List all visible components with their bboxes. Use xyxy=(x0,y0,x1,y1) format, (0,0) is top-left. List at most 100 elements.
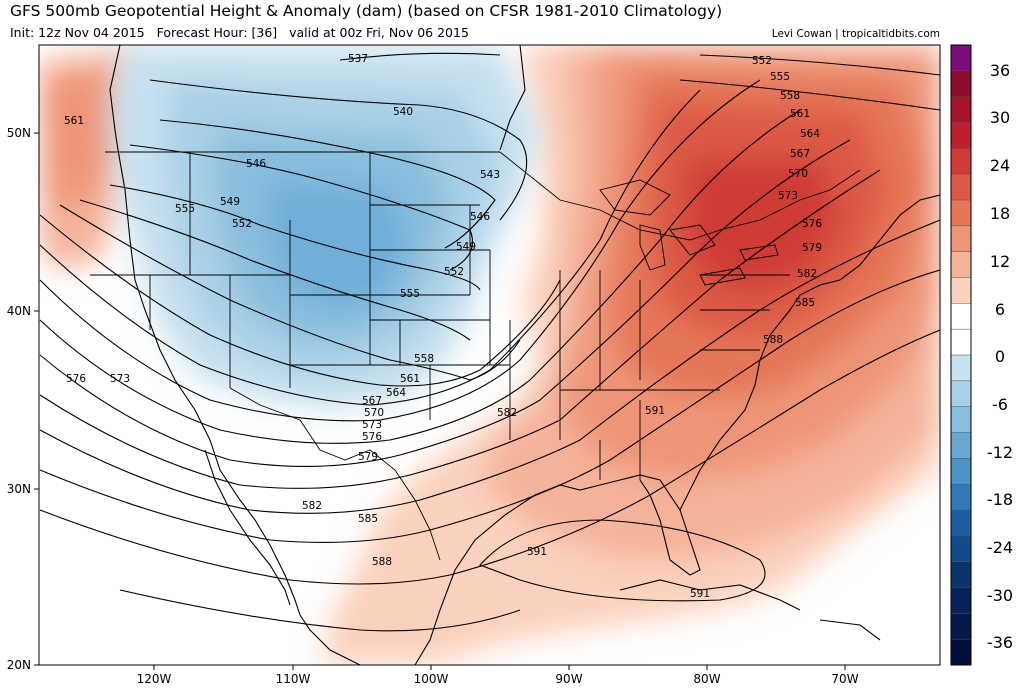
contour-label: 570 xyxy=(364,407,384,419)
colorbar-swatch xyxy=(951,96,971,123)
colorbar-label: 24 xyxy=(990,156,1010,175)
colorbar-swatch xyxy=(951,561,971,588)
lon-label: 120W xyxy=(137,672,172,686)
mexico-pacific-coast xyxy=(299,614,361,665)
colorbar-label: 0 xyxy=(995,347,1005,366)
colorbar-swatch xyxy=(951,148,971,175)
chart-title: GFS 500mb Geopotential Height & Anomaly … xyxy=(10,2,723,20)
lon-label: 100W xyxy=(414,672,449,686)
colorbar-label: -30 xyxy=(987,586,1013,605)
axis-ticks xyxy=(34,132,846,670)
contour-label: 540 xyxy=(393,106,413,118)
colorbar-swatch xyxy=(951,406,971,433)
contour-label: 582 xyxy=(797,268,817,280)
colorbar-swatch xyxy=(951,303,971,330)
contour-label: 552 xyxy=(752,55,772,67)
contour-label: 549 xyxy=(456,241,476,253)
chart-subtitle: Init: 12z Nov 04 2015 Forecast Hour: [36… xyxy=(10,25,469,40)
colorbar-label: 18 xyxy=(990,204,1010,223)
lat-label: 30N xyxy=(7,482,31,496)
anomaly-shading xyxy=(40,45,940,665)
contour-label: 573 xyxy=(362,419,382,431)
contour-label: 549 xyxy=(220,196,240,208)
colorbar-swatch xyxy=(951,70,971,97)
anomaly-shading-negative xyxy=(110,45,540,410)
lon-axis-labels: 120W 110W 100W 90W 80W 70W xyxy=(137,672,859,686)
geography xyxy=(109,45,940,665)
contour-label: 558 xyxy=(780,90,800,102)
contour-label: 567 xyxy=(362,395,382,407)
colorbar-swatch xyxy=(951,639,971,666)
colorbar-frame xyxy=(950,44,972,666)
political-boundaries xyxy=(90,151,861,561)
lon-label: 80W xyxy=(693,672,720,686)
credit-text: Levi Cowan | tropicaltidbits.com xyxy=(771,28,940,40)
colorbar-label: 30 xyxy=(990,108,1010,127)
us-canada-border-east xyxy=(499,151,861,241)
colorbar-swatch xyxy=(951,510,971,537)
colorbar-label: -24 xyxy=(987,538,1013,557)
lat-label: 20N xyxy=(7,658,31,672)
atlantic-coastline xyxy=(679,194,940,511)
contour-label: 585 xyxy=(795,297,815,309)
contour-label: 561 xyxy=(400,373,420,385)
contour-label: 543 xyxy=(480,169,500,181)
hudson-bay-area xyxy=(499,45,526,151)
contour-label: 591 xyxy=(527,546,547,558)
colorbar-label: 6 xyxy=(995,300,1005,319)
lat-label: 50N xyxy=(7,126,31,140)
colorbar-swatch xyxy=(951,432,971,459)
contour-label: 561 xyxy=(790,108,810,120)
contour-label: 555 xyxy=(400,288,420,300)
colorbar-label: -12 xyxy=(987,443,1013,462)
contour-label: 564 xyxy=(386,387,406,399)
contour-label: 570 xyxy=(788,168,808,180)
contour-label: 546 xyxy=(470,211,490,223)
contour-label: 579 xyxy=(358,451,378,463)
contour-label: 591 xyxy=(645,405,665,417)
contour-label: 546 xyxy=(246,158,266,170)
colorbar-swatch xyxy=(951,225,971,252)
contour-label: 567 xyxy=(790,148,810,160)
contour-label: 588 xyxy=(372,556,392,568)
pacific-coastline xyxy=(109,45,301,616)
colorbar xyxy=(950,44,972,666)
colorbar-swatch xyxy=(951,329,971,356)
colorbar-swatch xyxy=(951,535,971,562)
colorbar-labels: 36 30 24 18 12 6 0 -6 -12 -18 -24 -30 -3… xyxy=(987,61,1013,652)
contour-label: 564 xyxy=(800,128,820,140)
contour-label: 552 xyxy=(444,266,464,278)
contour-label: 582 xyxy=(497,407,517,419)
contour-label: 591 xyxy=(690,588,710,600)
lat-axis-labels: 50N 40N 30N 20N xyxy=(7,126,31,672)
colorbar-swatch xyxy=(951,458,971,485)
colorbar-swatch xyxy=(951,613,971,640)
map-frame xyxy=(38,44,941,666)
colorbar-swatch xyxy=(951,484,971,511)
colorbar-label: 36 xyxy=(990,61,1010,80)
height-contours xyxy=(39,52,940,632)
colorbar-label: 12 xyxy=(990,252,1010,271)
colorbar-swatch xyxy=(951,174,971,201)
contour-label: 561 xyxy=(64,115,84,127)
cuba xyxy=(619,579,801,611)
colorbar-label: -18 xyxy=(987,490,1013,509)
colorbar-label: -6 xyxy=(992,395,1008,414)
contour-label: 576 xyxy=(802,218,822,230)
lon-label: 70W xyxy=(831,672,858,686)
contour-label: 582 xyxy=(302,500,322,512)
contour-label: 555 xyxy=(770,71,790,83)
contour-label: 588 xyxy=(763,334,783,346)
colorbar-swatch xyxy=(951,251,971,278)
contour-label: 537 xyxy=(348,53,368,65)
us-mexico-border xyxy=(229,387,441,561)
contour-label: 576 xyxy=(362,431,382,443)
colorbar-swatch xyxy=(951,45,971,72)
colorbar-swatch xyxy=(951,122,971,149)
colorbar-swatch xyxy=(951,277,971,304)
contour-label: 573 xyxy=(110,373,130,385)
contour-label: 555 xyxy=(175,203,195,215)
contour-label: 576 xyxy=(66,373,86,385)
lat-label: 40N xyxy=(7,304,31,318)
